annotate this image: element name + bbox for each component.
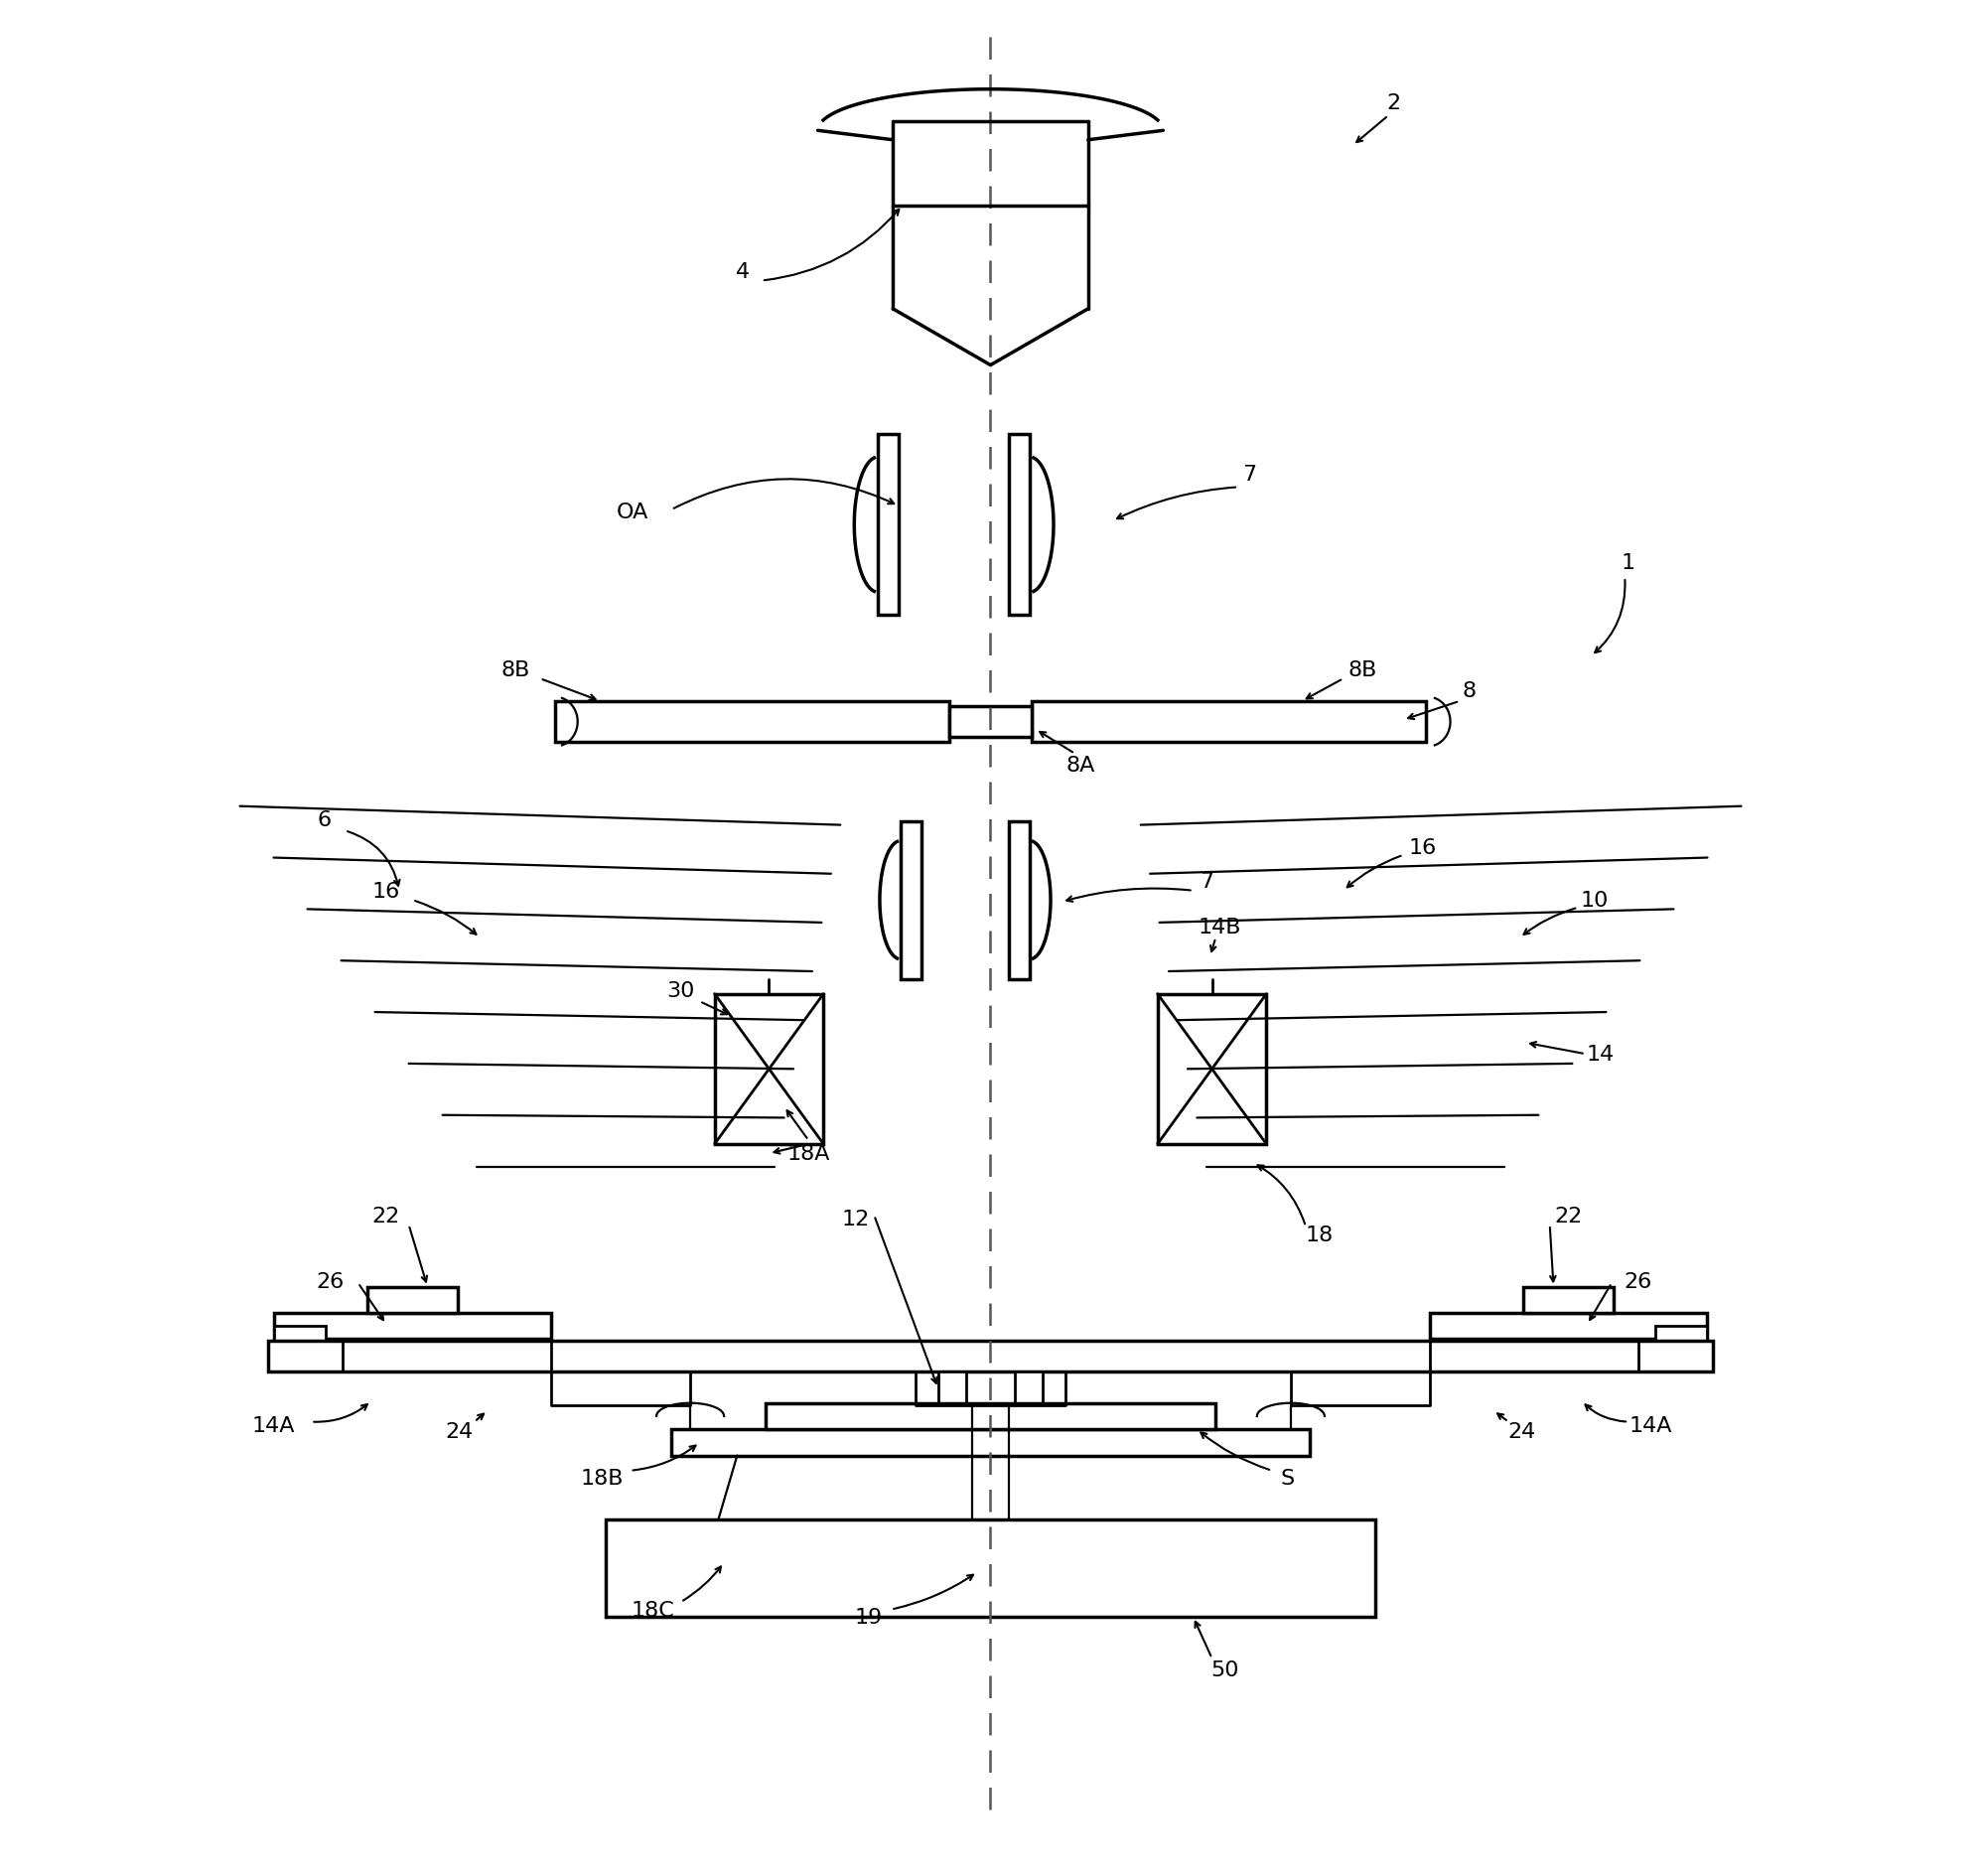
Bar	[765, 1403, 1216, 1430]
Text: 22: 22	[372, 1206, 400, 1225]
Text: 24: 24	[446, 1422, 473, 1441]
Text: 4: 4	[735, 263, 749, 281]
Bar	[1654, 1326, 1708, 1345]
Text: 7: 7	[1242, 465, 1256, 484]
Text: 7: 7	[1199, 872, 1212, 891]
Text: 14A: 14A	[252, 1416, 295, 1435]
Bar	[267, 1341, 1714, 1371]
Text: 18A: 18A	[786, 1144, 830, 1163]
Bar	[555, 702, 949, 743]
Text: 16: 16	[372, 882, 400, 900]
Text: 1: 1	[1622, 553, 1636, 572]
Text: 19: 19	[854, 1608, 884, 1626]
Bar	[672, 1430, 1309, 1456]
Bar	[715, 994, 824, 1144]
Bar	[937, 1371, 967, 1405]
Bar	[1430, 1313, 1708, 1339]
Text: 26: 26	[1624, 1272, 1652, 1291]
Text: 50: 50	[1210, 1660, 1240, 1679]
Text: 6: 6	[317, 810, 331, 829]
Bar	[273, 1313, 551, 1339]
Text: 18C: 18C	[632, 1600, 674, 1619]
Bar	[273, 1326, 327, 1345]
Bar	[949, 707, 1032, 737]
Bar	[1014, 1371, 1044, 1405]
Text: 24: 24	[1508, 1422, 1535, 1441]
Bar	[1008, 435, 1030, 615]
Bar	[606, 1520, 1375, 1617]
Text: 8B: 8B	[501, 660, 531, 679]
Text: 8: 8	[1462, 681, 1476, 700]
Bar	[366, 1287, 458, 1313]
Bar	[1032, 702, 1426, 743]
Text: 10: 10	[1581, 891, 1609, 910]
Bar	[1157, 994, 1266, 1144]
Text: 16: 16	[1408, 839, 1436, 857]
Text: 8A: 8A	[1066, 756, 1095, 775]
Bar	[878, 435, 899, 615]
Bar	[1008, 822, 1030, 979]
Text: 14A: 14A	[1630, 1416, 1672, 1435]
Text: 22: 22	[1555, 1206, 1583, 1225]
Text: 26: 26	[315, 1272, 345, 1291]
Text: 18B: 18B	[580, 1469, 624, 1488]
Text: OA: OA	[616, 503, 650, 522]
Text: 18: 18	[1305, 1225, 1333, 1244]
Text: 2: 2	[1387, 94, 1401, 113]
Bar	[901, 822, 921, 979]
Bar	[1523, 1287, 1615, 1313]
Text: 12: 12	[842, 1210, 870, 1229]
Text: 8B: 8B	[1347, 660, 1377, 679]
Text: 14: 14	[1587, 1045, 1615, 1064]
Text: 14B: 14B	[1199, 917, 1240, 936]
Text: S: S	[1280, 1469, 1294, 1488]
Text: 30: 30	[668, 981, 695, 1000]
